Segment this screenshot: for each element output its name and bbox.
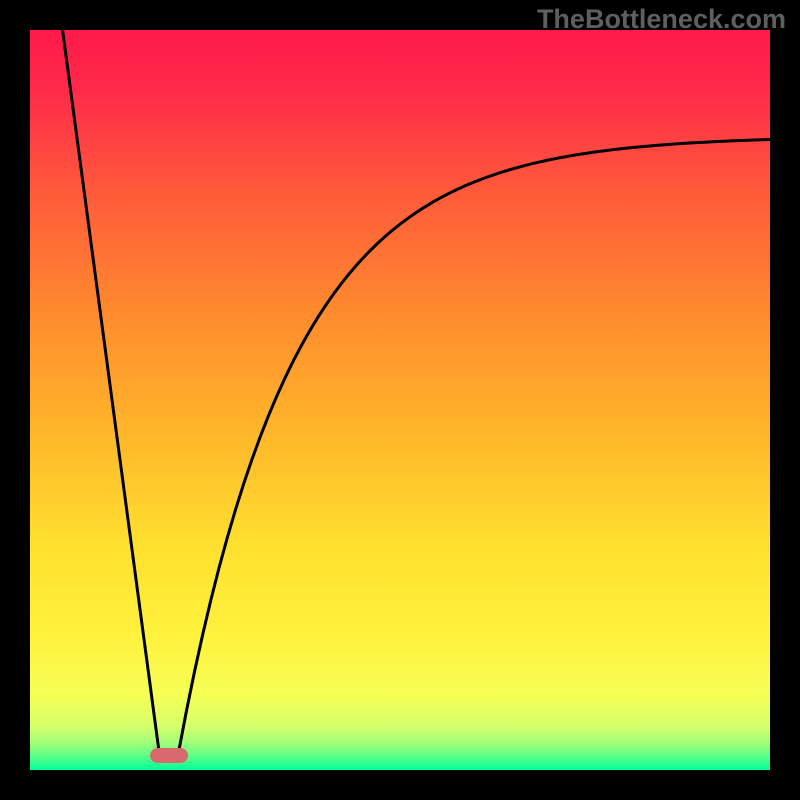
plot-area (30, 30, 770, 770)
curve-path (63, 30, 770, 755)
bottleneck-curve (30, 30, 770, 770)
chart-frame: TheBottleneck.com (0, 0, 800, 800)
bottleneck-marker (150, 748, 188, 763)
watermark-text: TheBottleneck.com (537, 4, 786, 35)
